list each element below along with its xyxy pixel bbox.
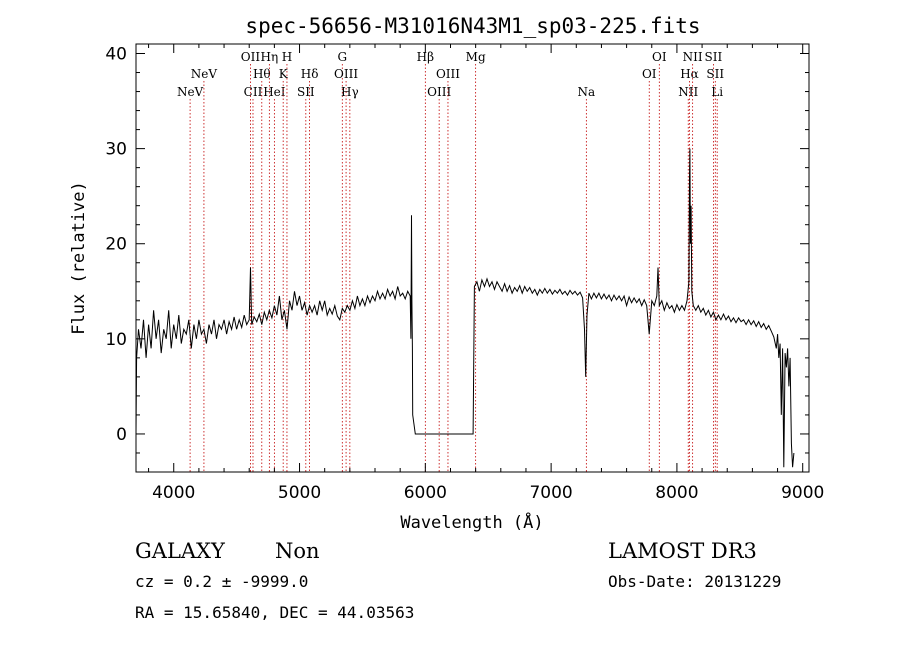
plot-frame [135, 43, 810, 473]
y-tick-label: 10 [105, 330, 127, 350]
x-tick-label: 5000 [278, 483, 321, 503]
line-marker-label: Hθ [253, 67, 271, 81]
line-marker-label: NeV [191, 67, 218, 81]
line-marker-label: NeV [177, 85, 204, 99]
line-marker-label: Na [578, 85, 596, 99]
line-marker-label: SII [706, 67, 724, 81]
line-marker-label: OI [652, 50, 667, 64]
line-marker-label: Li [711, 85, 723, 99]
line-marker-label: G [338, 50, 348, 64]
redshift-info: cz = 0.2 ± -9999.0 [135, 572, 308, 591]
x-tick-label: 8000 [655, 483, 698, 503]
y-axis-label: Flux (relative) [69, 181, 89, 335]
line-marker-label: NII [683, 50, 703, 64]
chart-title: spec-56656-M31016N43M1_sp03-225.fits [245, 14, 700, 38]
coordinates: RA = 15.65840, DEC = 44.03563 [135, 603, 414, 622]
object-subclass: Non [275, 539, 320, 563]
line-marker-label: Hη [261, 50, 279, 64]
line-marker-label: Hβ [417, 50, 434, 64]
line-marker-label: HeI [263, 85, 286, 99]
object-class: GALAXY [135, 539, 226, 563]
axis-ticks: 4000 5000 6000 7000 8000 9000 0 10 20 30 40 [105, 44, 824, 503]
line-markers: NeVNeVOIICIIHθHηHeIKHSIIHδGOIIIHγHβOIIIO… [177, 50, 724, 472]
x-tick-label: 4000 [152, 483, 195, 503]
line-marker-label: OIII [334, 67, 358, 81]
y-tick-label: 0 [116, 425, 127, 445]
line-marker-label: OIII [436, 67, 460, 81]
y-tick-label: 30 [105, 140, 127, 160]
survey-name: LAMOST DR3 [608, 539, 757, 563]
line-marker-label: CII [244, 85, 263, 99]
line-marker-label: NII [678, 85, 698, 99]
line-marker-label: OI [642, 67, 657, 81]
line-marker-label: Hα [680, 67, 699, 81]
line-marker-label: Hδ [301, 67, 319, 81]
line-marker-label: SII [705, 50, 723, 64]
line-marker-label: SII [297, 85, 315, 99]
line-marker-label: K [279, 67, 289, 81]
spectrum-line [135, 148, 795, 468]
x-tick-label: 6000 [404, 483, 447, 503]
line-marker-label: Hγ [341, 85, 359, 99]
x-tick-label: 7000 [529, 483, 572, 503]
obs-date: Obs-Date: 20131229 [608, 572, 781, 591]
y-tick-label: 20 [105, 235, 127, 255]
x-tick-label: 9000 [781, 483, 824, 503]
line-marker-label: Mg [466, 50, 486, 64]
x-axis-label: Wavelength (Å) [400, 511, 543, 533]
y-tick-label: 40 [105, 45, 127, 65]
line-marker-label: OII [241, 50, 261, 64]
line-marker-label: OIII [427, 85, 451, 99]
line-marker-label: H [282, 50, 292, 64]
